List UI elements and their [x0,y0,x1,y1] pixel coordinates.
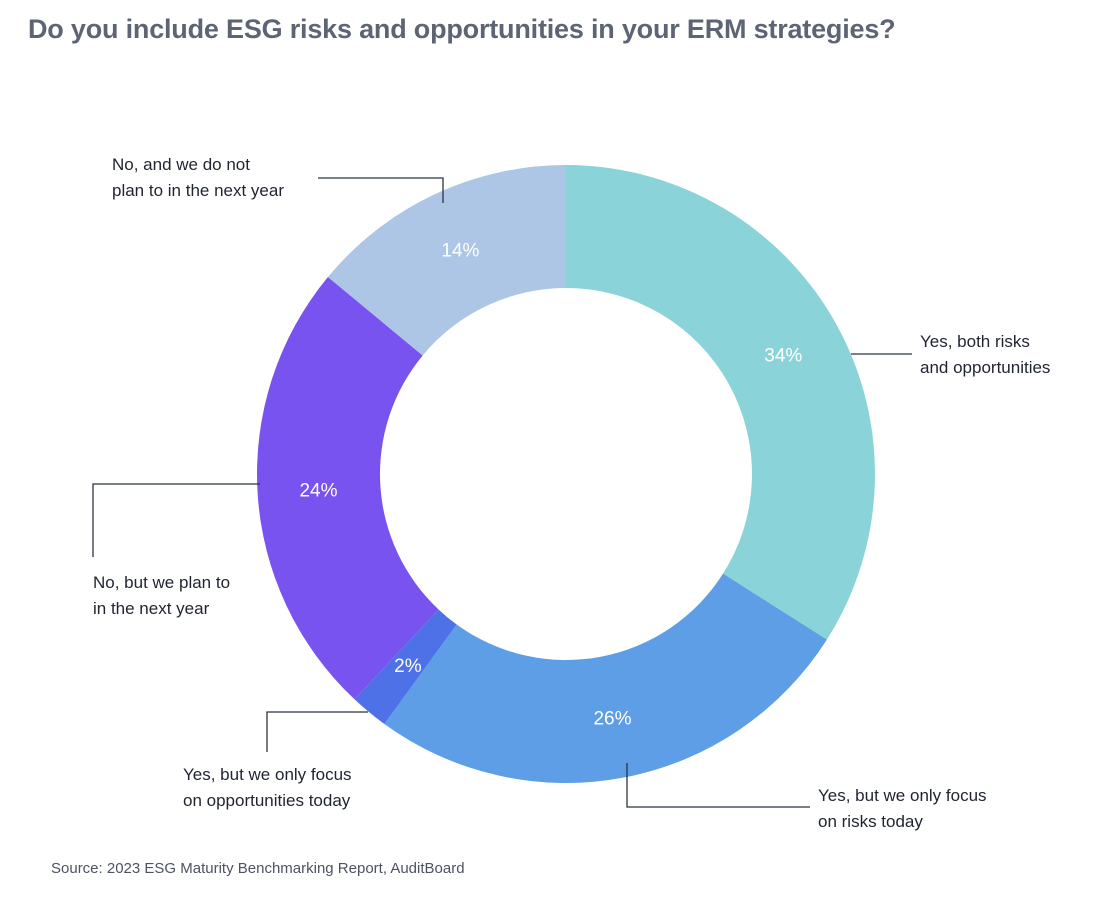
leader-line [266,711,368,752]
category-label-yes-both: Yes, both risks and opportunities [920,329,1050,381]
category-label-line: No, and we do not [112,155,250,174]
leader-line [626,763,810,808]
slice-value-label: 2% [394,656,422,677]
slice-value-label: 14% [441,241,479,262]
donut-slice-1 [384,573,827,784]
donut-slice-0 [566,165,876,640]
slice-value-label: 26% [593,709,631,730]
donut-slice-2 [354,609,457,724]
chart-title: Do you include ESG risks and opportuniti… [28,14,896,44]
donut-slice-4 [327,165,566,356]
category-label-yes-opportunities: Yes, but we only focus on opportunities … [183,762,352,814]
category-label-line: plan to in the next year [112,181,285,200]
category-label-yes-risks: Yes, but we only focus on risks today [818,783,987,835]
category-label-line: No, but we plan to [93,573,231,592]
category-label-no-not-plan: No, and we do not plan to in the next ye… [112,152,284,204]
category-label-line: on opportunities today [183,791,351,810]
category-label-line: Yes, both risks [920,332,1030,351]
category-label-line: Yes, but we only focus [818,786,987,805]
slice-value-label: 34% [764,346,802,367]
category-label-line: in the next year [93,599,210,618]
category-label-line: and opportunities [920,358,1051,377]
source-note: Source: 2023 ESG Maturity Benchmarking R… [51,860,465,877]
category-label-line: on risks today [818,812,923,831]
slice-value-label: 24% [299,481,337,502]
category-label-no-but-plan: No, but we plan to in the next year [93,570,230,622]
leader-line [92,483,260,557]
category-label-line: Yes, but we only focus [183,765,352,784]
leader-line [318,177,444,203]
donut-slice-3 [257,277,439,700]
